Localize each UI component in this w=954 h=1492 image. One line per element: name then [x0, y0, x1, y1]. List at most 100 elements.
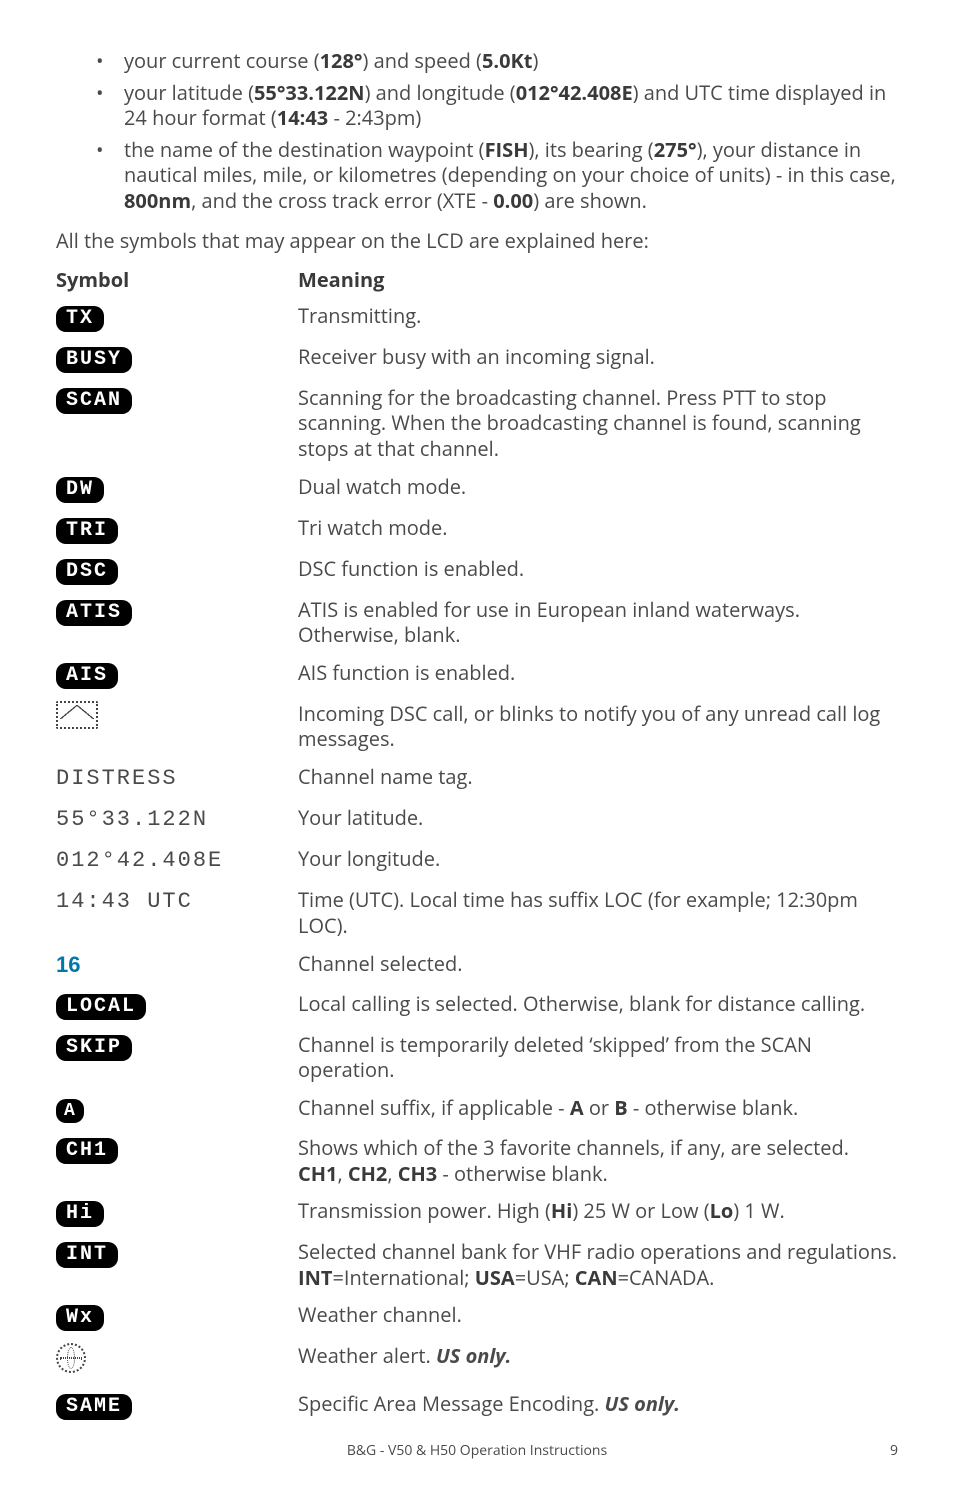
symbol-cell: 14:43 UTC — [56, 881, 298, 944]
symbol-cell: CH1 — [56, 1129, 298, 1192]
meaning-cell: Tri watch mode. — [298, 509, 898, 550]
lcd-pill-icon: TX — [56, 306, 104, 332]
symbol-cell: AIS — [56, 654, 298, 695]
bold: 800nm — [124, 187, 191, 214]
lcd-pill-icon: SKIP — [56, 1035, 132, 1061]
lcd-pill-icon: INT — [56, 1242, 118, 1268]
meaning-cell: Scanning for the broadcasting channel. P… — [298, 379, 898, 468]
lcd-pill-icon: CH1 — [56, 1138, 118, 1164]
lcd-pill-icon: BUSY — [56, 347, 132, 373]
table-row: SKIP Channel is temporarily deleted ‘skip… — [56, 1026, 898, 1089]
symbol-cell: LOCAL — [56, 985, 298, 1026]
text: ) are shown. — [533, 187, 647, 214]
meaning-cell: Your latitude. — [298, 799, 898, 840]
table-row: DWDual watch mode. — [56, 468, 898, 509]
table-row: TRI Tri watch mode. — [56, 509, 898, 550]
table-row: INTSelected channel bank for VHF radio o… — [56, 1233, 898, 1296]
meaning-cell: Channel is temporarily deleted ‘skipped’… — [298, 1026, 898, 1089]
lcd-pill-icon: TRI — [56, 518, 118, 544]
symbol-cell — [56, 1337, 298, 1385]
page-number: 9 — [890, 1442, 898, 1460]
symbol-cell: 012°42.408E — [56, 840, 298, 881]
symbol-cell: BUSY — [56, 338, 298, 379]
text: ) and longitude ( — [365, 79, 516, 106]
table-row: AChannel suffix, if applicable - A or B … — [56, 1089, 898, 1129]
meaning-cell: Weather alert. US only. — [298, 1337, 898, 1385]
symbol-table: Symbol Meaning TX Transmitting. BUSY Receiv… — [56, 263, 898, 1426]
bullet-item: your latitude (55°33.122N) and longitude… — [96, 80, 898, 131]
table-row: DISTRESSChannel name tag. — [56, 758, 898, 799]
meaning-cell: Local calling is selected. Otherwise, bl… — [298, 985, 898, 1026]
bold: 55°33.122N — [254, 79, 365, 106]
meaning-cell: Receiver busy with an incoming signal. — [298, 338, 898, 379]
symbol-cell: Hi — [56, 1192, 298, 1233]
meaning-cell: AIS function is enabled. — [298, 654, 898, 695]
lcd-text: 012°42.408E — [56, 848, 223, 873]
lcd-pill-icon: ATIS — [56, 600, 132, 626]
symbol-cell: TX — [56, 297, 298, 338]
symbol-cell: 55°33.122N — [56, 799, 298, 840]
lcd-pill-icon: A — [56, 1099, 84, 1123]
meaning-cell: Dual watch mode. — [298, 468, 898, 509]
header-symbol: Symbol — [56, 263, 298, 297]
channel-number: 16 — [56, 952, 80, 977]
lcd-pill-icon: DSC — [56, 559, 118, 585]
lcd-text: 14:43 UTC — [56, 889, 193, 914]
table-row: ATIS ATIS is enabled for use in European … — [56, 591, 898, 654]
lcd-text: 55°33.122N — [56, 807, 208, 832]
meaning-cell: Weather channel. — [298, 1296, 898, 1337]
symbol-cell: A — [56, 1089, 298, 1129]
table-row: SCANScanning for the broadcasting channe… — [56, 379, 898, 468]
lcd-text: DISTRESS — [56, 766, 178, 791]
table-row: Incoming DSC call, or blinks to notify y… — [56, 695, 898, 758]
table-row: 16 Channel selected. — [56, 945, 898, 985]
symbol-cell: DSC — [56, 550, 298, 591]
text: , and the cross track error (XTE - — [191, 187, 493, 214]
lcd-pill-icon: Hi — [56, 1201, 104, 1227]
table-row: 14:43 UTC Time (UTC). Local time has suff… — [56, 881, 898, 944]
table-row: SAMESpecific Area Message Encoding. US o… — [56, 1385, 898, 1426]
symbol-cell: ATIS — [56, 591, 298, 654]
text: the name of the destination waypoint ( — [124, 136, 485, 163]
symbol-cell: DW — [56, 468, 298, 509]
symbol-cell: SAME — [56, 1385, 298, 1426]
meaning-cell: Your longitude. — [298, 840, 898, 881]
intro-paragraph: All the symbols that may appear on the L… — [56, 228, 898, 254]
bullet-item: your current course (128°) and speed (5.… — [96, 48, 898, 74]
table-row: AISAIS function is enabled. — [56, 654, 898, 695]
meaning-cell: DSC function is enabled. — [298, 550, 898, 591]
table-row: CH1 Shows which of the 3 favorite channel… — [56, 1129, 898, 1192]
bold: 128° — [320, 47, 363, 74]
table-header-row: Symbol Meaning — [56, 263, 898, 297]
envelope-icon — [56, 701, 98, 729]
symbol-cell: DISTRESS — [56, 758, 298, 799]
meaning-cell: Time (UTC). Local time has suffix LOC (f… — [298, 881, 898, 944]
bold: 275° — [654, 136, 697, 163]
meaning-cell: ATIS is enabled for use in European inla… — [298, 591, 898, 654]
table-row: 55°33.122N Your latitude. — [56, 799, 898, 840]
table-row: TX Transmitting. — [56, 297, 898, 338]
symbol-cell: TRI — [56, 509, 298, 550]
meaning-cell: Shows which of the 3 favorite channels, … — [298, 1129, 898, 1192]
header-meaning: Meaning — [298, 263, 898, 297]
symbol-cell: 16 — [56, 945, 298, 985]
intro-bullet-list: your current course (128°) and speed (5.… — [56, 48, 898, 214]
table-row: Wx Weather channel. — [56, 1296, 898, 1337]
meaning-cell: Incoming DSC call, or blinks to notify y… — [298, 695, 898, 758]
lcd-pill-icon: SAME — [56, 1394, 132, 1420]
table-row: Weather alert. US only. — [56, 1337, 898, 1385]
bold: 012°42.408E — [516, 79, 633, 106]
bold: 0.00 — [493, 187, 533, 214]
text: ) and speed ( — [362, 47, 481, 74]
meaning-cell: Channel selected. — [298, 945, 898, 985]
bold: 5.0Kt — [482, 47, 533, 74]
meaning-cell: Transmitting. — [298, 297, 898, 338]
page-footer: B&G - V50 & H50 Operation Instructions 9 — [56, 1442, 898, 1460]
text: ), its bearing ( — [529, 136, 654, 163]
table-row: HiTransmission power. High (Hi) 25 W or … — [56, 1192, 898, 1233]
text: - 2:43pm) — [328, 104, 421, 131]
table-row: 012°42.408E Your longitude. — [56, 840, 898, 881]
symbol-cell: INT — [56, 1233, 298, 1296]
lcd-pill-icon: Wx — [56, 1305, 104, 1331]
table-row: BUSY Receiver busy with an incoming signa… — [56, 338, 898, 379]
